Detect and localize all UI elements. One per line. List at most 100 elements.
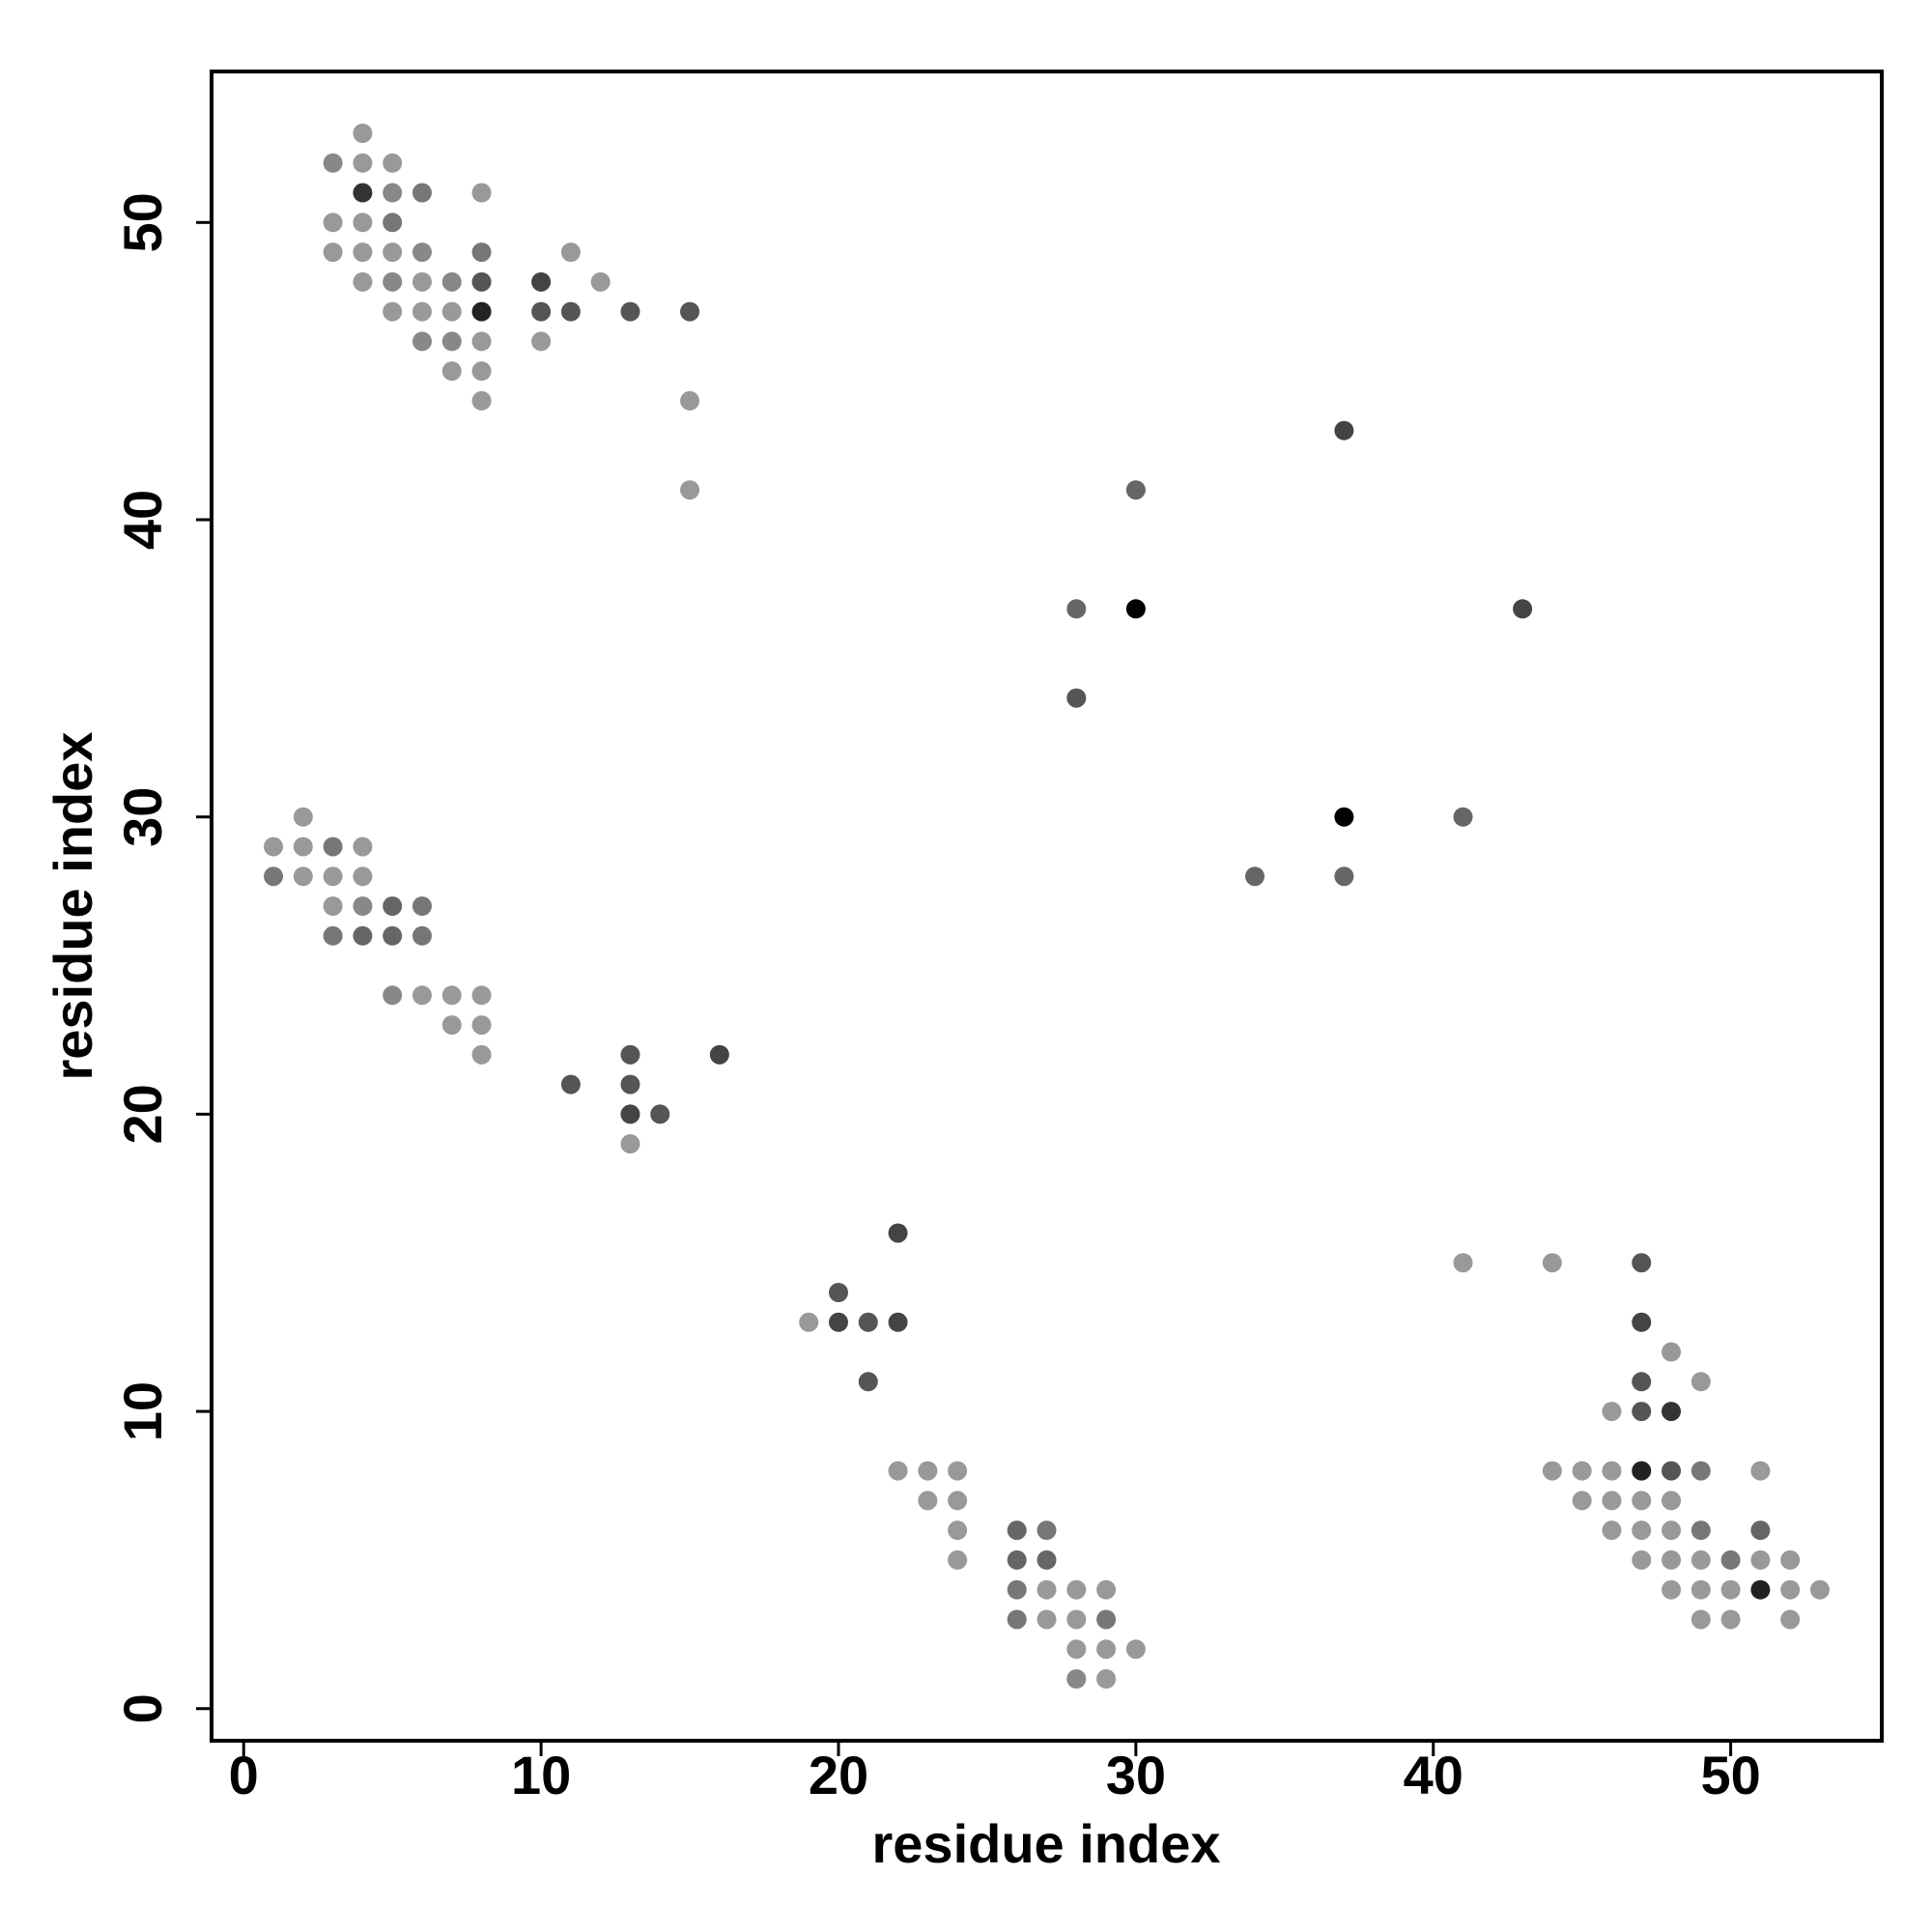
point — [620, 1044, 640, 1065]
point — [264, 867, 284, 887]
point — [1096, 1579, 1117, 1600]
point — [948, 1520, 968, 1541]
point — [323, 867, 343, 887]
point — [441, 361, 462, 382]
y-tick-label: 40 — [112, 490, 173, 550]
point — [323, 213, 343, 233]
point — [412, 331, 432, 352]
point — [1690, 1520, 1711, 1541]
point — [1632, 1372, 1652, 1392]
point — [1720, 1579, 1741, 1600]
point — [531, 301, 552, 322]
point — [471, 1044, 492, 1065]
point — [323, 925, 343, 946]
point — [1750, 1520, 1771, 1541]
point — [888, 1223, 908, 1243]
point — [1720, 1549, 1741, 1570]
point — [1007, 1549, 1027, 1570]
point — [1096, 1609, 1117, 1630]
point — [1750, 1549, 1771, 1570]
point — [1066, 599, 1087, 619]
point — [1066, 1669, 1087, 1689]
point — [1542, 1461, 1562, 1481]
point — [353, 271, 373, 292]
point — [1632, 1491, 1652, 1511]
point — [560, 301, 581, 322]
point — [353, 183, 373, 203]
point — [1662, 1491, 1682, 1511]
point — [323, 153, 343, 173]
point — [441, 985, 462, 1006]
point — [293, 807, 313, 827]
point — [1690, 1609, 1711, 1630]
point — [1602, 1402, 1622, 1422]
point — [412, 896, 432, 916]
point — [1007, 1579, 1027, 1600]
point — [383, 925, 403, 946]
point — [858, 1312, 878, 1332]
x-tick-label: 20 — [809, 1745, 868, 1805]
point — [1096, 1639, 1117, 1660]
point — [709, 1044, 729, 1065]
point — [1334, 867, 1354, 887]
point — [1125, 1639, 1146, 1660]
point — [264, 837, 284, 857]
point — [620, 1074, 640, 1094]
point — [1007, 1520, 1027, 1541]
point — [412, 271, 432, 292]
point — [353, 213, 373, 233]
point — [1690, 1461, 1711, 1481]
point — [323, 242, 343, 263]
point — [353, 867, 373, 887]
point — [918, 1461, 938, 1481]
point — [1096, 1669, 1117, 1689]
x-tick-label: 30 — [1106, 1745, 1166, 1805]
point — [1453, 807, 1473, 827]
point — [531, 271, 552, 292]
point — [471, 301, 492, 322]
point — [1750, 1579, 1771, 1600]
point — [620, 301, 640, 322]
point — [293, 867, 313, 887]
point — [531, 331, 552, 352]
point — [1037, 1609, 1057, 1630]
point — [1542, 1253, 1562, 1273]
point — [650, 1104, 670, 1124]
point — [383, 985, 403, 1006]
x-tick-label: 40 — [1404, 1745, 1463, 1805]
x-axis-title: residue index — [871, 1813, 1220, 1874]
y-axis-title: residue index — [43, 731, 103, 1080]
point — [353, 837, 373, 857]
point — [1662, 1520, 1682, 1541]
point — [441, 1015, 462, 1036]
point — [1632, 1461, 1652, 1481]
point — [471, 271, 492, 292]
point — [620, 1104, 640, 1124]
point — [441, 331, 462, 352]
point — [1809, 1579, 1830, 1600]
x-tick-label: 0 — [229, 1745, 259, 1805]
point — [1690, 1549, 1711, 1570]
point — [1037, 1520, 1057, 1541]
point — [471, 985, 492, 1006]
point — [1690, 1579, 1711, 1600]
point — [1602, 1491, 1622, 1511]
point — [293, 837, 313, 857]
point — [1662, 1461, 1682, 1481]
point — [1037, 1579, 1057, 1600]
point — [471, 361, 492, 382]
point — [948, 1491, 968, 1511]
point — [1662, 1549, 1682, 1570]
point — [1245, 867, 1265, 887]
point — [948, 1549, 968, 1570]
point — [383, 183, 403, 203]
point — [471, 331, 492, 352]
point — [680, 390, 700, 411]
point — [323, 896, 343, 916]
point — [383, 301, 403, 322]
point — [383, 242, 403, 263]
point — [323, 837, 343, 857]
y-tick-label: 30 — [112, 787, 173, 847]
point — [383, 213, 403, 233]
point — [412, 925, 432, 946]
